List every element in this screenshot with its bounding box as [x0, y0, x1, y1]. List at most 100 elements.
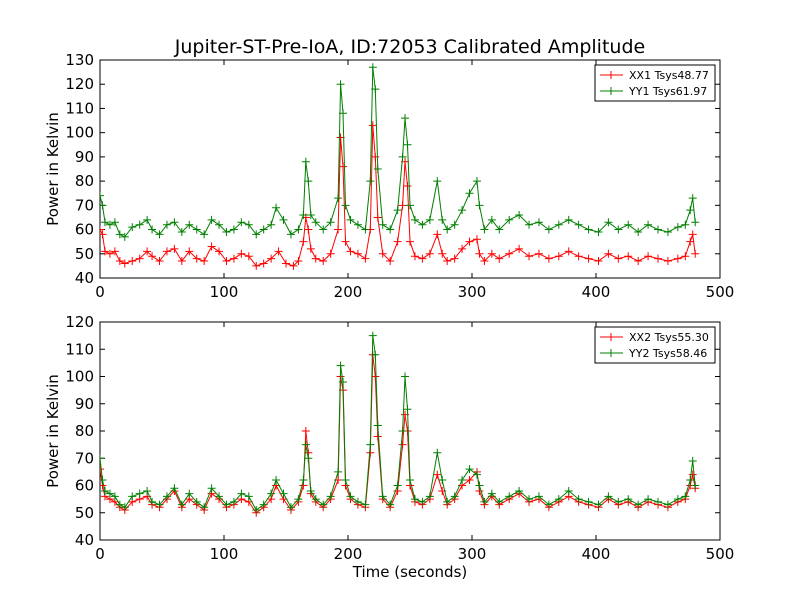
- data-point: [681, 220, 690, 229]
- data-point: [267, 489, 276, 498]
- data-point: [386, 225, 395, 234]
- data-point: [433, 470, 442, 479]
- data-point: [525, 495, 534, 504]
- data-point: [105, 220, 114, 229]
- data-point: [319, 500, 328, 509]
- data-point: [334, 194, 343, 203]
- data-point: [148, 252, 157, 261]
- data-point: [326, 249, 335, 258]
- data-point: [162, 220, 171, 229]
- data-point: [299, 237, 308, 246]
- data-point: [534, 492, 543, 501]
- data-point: [244, 252, 253, 261]
- data-point: [624, 220, 633, 229]
- y-tick-label: 110: [65, 99, 94, 117]
- data-point: [564, 215, 573, 224]
- data-point: [691, 481, 700, 490]
- x-tick-label: 400: [582, 545, 611, 563]
- data-point: [604, 249, 613, 258]
- data-point: [472, 470, 481, 479]
- y-tick-label: 60: [75, 477, 94, 495]
- data-point: [100, 247, 109, 256]
- data-point: [222, 500, 231, 509]
- x-tick-label: 0: [95, 283, 105, 301]
- series-line: [100, 67, 696, 238]
- data-point: [450, 220, 459, 229]
- data-point: [192, 254, 201, 263]
- data-point: [458, 476, 467, 485]
- data-point: [654, 254, 662, 263]
- data-point: [406, 476, 414, 485]
- data-point: [418, 497, 427, 506]
- data-point: [128, 223, 137, 232]
- data-point: [252, 506, 261, 515]
- data-point: [465, 465, 474, 474]
- data-point: [688, 230, 697, 239]
- data-point: [100, 454, 104, 463]
- data-point: [371, 350, 380, 359]
- x-tick-label: 100: [210, 545, 239, 563]
- data-point: [100, 476, 107, 485]
- data-point: [326, 218, 335, 227]
- data-point: [162, 247, 171, 256]
- data-point: [393, 481, 402, 490]
- data-point: [143, 247, 152, 256]
- data-point: [418, 220, 427, 229]
- data-point: [644, 495, 653, 504]
- data-point: [368, 63, 377, 72]
- y-tick-label: 70: [75, 449, 94, 467]
- data-point: [229, 254, 238, 263]
- data-point: [259, 500, 268, 509]
- data-point: [465, 237, 474, 246]
- data-point: [267, 220, 276, 229]
- data-point: [406, 201, 414, 210]
- data-point: [688, 194, 697, 203]
- y-tick-label: 50: [75, 245, 94, 263]
- data-point: [403, 140, 412, 149]
- data-point: [371, 85, 380, 94]
- data-point: [341, 476, 350, 485]
- data-point: [272, 203, 281, 212]
- data-point: [686, 476, 695, 485]
- data-point: [368, 121, 377, 130]
- data-point: [378, 220, 387, 229]
- data-point: [544, 225, 553, 234]
- data-point: [594, 500, 603, 509]
- data-point: [450, 492, 459, 501]
- data-point: [294, 225, 303, 234]
- y-tick-label: 40: [75, 531, 94, 549]
- data-point: [185, 247, 194, 256]
- data-point: [686, 237, 695, 246]
- data-point: [289, 261, 298, 270]
- series-line: [100, 125, 696, 267]
- data-point: [525, 252, 534, 261]
- data-point: [410, 252, 419, 261]
- data-point: [398, 427, 407, 435]
- data-point: [301, 440, 310, 449]
- data-point: [564, 247, 573, 256]
- data-point: [480, 225, 489, 234]
- data-point: [624, 252, 633, 261]
- legend-marker: [607, 349, 615, 357]
- data-point: [378, 492, 387, 501]
- legend: XX1 Tsys48.77 YY1 Tsys61.97: [594, 64, 716, 102]
- data-point: [604, 492, 613, 501]
- data-point: [681, 492, 690, 501]
- data-point: [304, 225, 313, 234]
- data-point: [443, 257, 452, 266]
- data-point: [458, 206, 467, 215]
- legend-box: [594, 326, 716, 364]
- data-point: [128, 492, 137, 501]
- data-point: [279, 489, 288, 498]
- data-point: [353, 497, 362, 506]
- data-point: [339, 377, 348, 386]
- data-point: [177, 257, 186, 266]
- data-point: [403, 181, 412, 190]
- data-point: [554, 252, 563, 261]
- data-point: [361, 225, 370, 234]
- data-point: [644, 220, 653, 229]
- data-point: [128, 257, 137, 266]
- data-point: [663, 500, 672, 509]
- data-point: [634, 500, 643, 509]
- data-point: [334, 225, 343, 234]
